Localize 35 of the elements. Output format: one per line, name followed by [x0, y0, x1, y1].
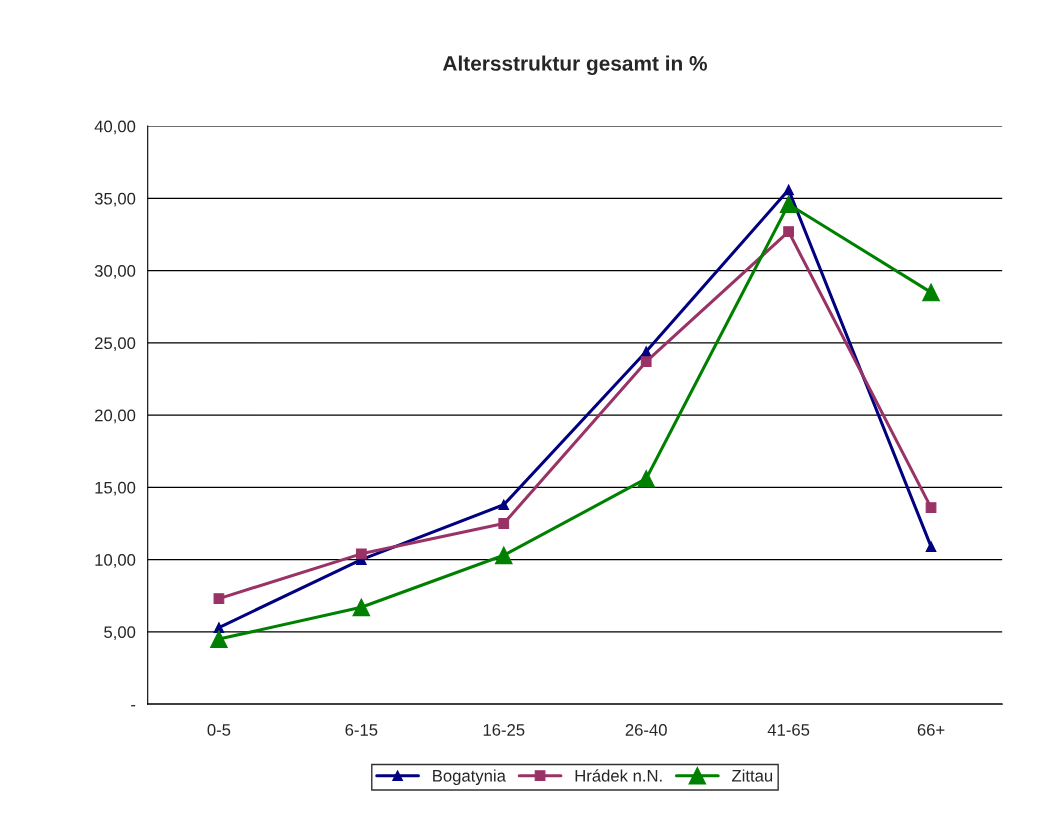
x-tick-label: 6-15 [345, 723, 378, 736]
point [640, 356, 652, 368]
point [498, 499, 510, 511]
y-tick-label: 5,00 [104, 626, 136, 641]
point [783, 226, 794, 238]
point [922, 283, 940, 302]
legend-label: Bogatynia [433, 769, 506, 785]
point [498, 518, 510, 529]
point [355, 548, 367, 560]
point [352, 598, 371, 617]
x-tick-label: 0-5 [207, 723, 231, 736]
point [925, 502, 937, 513]
y-tick-label: 40,00 [94, 120, 136, 135]
legend-label: Hrádek n.N. [575, 769, 662, 782]
y-tick-label: 30,00 [94, 265, 136, 279]
y-tick-label: - [131, 705, 136, 707]
y-tick-label: 15,00 [95, 481, 136, 496]
x-tick-label: 66+ [917, 723, 945, 736]
point [637, 469, 656, 488]
point [213, 622, 225, 633]
x-tick-label: 41-65 [767, 723, 810, 736]
point [494, 546, 513, 565]
y-tick-label: 25,00 [95, 337, 136, 352]
legend-label: Zittau [732, 769, 773, 782]
y-tick-label: 10,00 [95, 554, 136, 568]
y-tick-label: 20,00 [95, 409, 136, 424]
point [783, 184, 794, 196]
chart-title: Altersstruktur gesamt in % [442, 55, 707, 76]
y-tick-label: 35,00 [94, 192, 136, 207]
point [213, 593, 225, 605]
point [210, 630, 228, 648]
x-tick-label: 16-25 [483, 723, 525, 736]
x-tick-label: 26-40 [625, 723, 667, 736]
point [779, 195, 798, 214]
point [925, 541, 937, 552]
